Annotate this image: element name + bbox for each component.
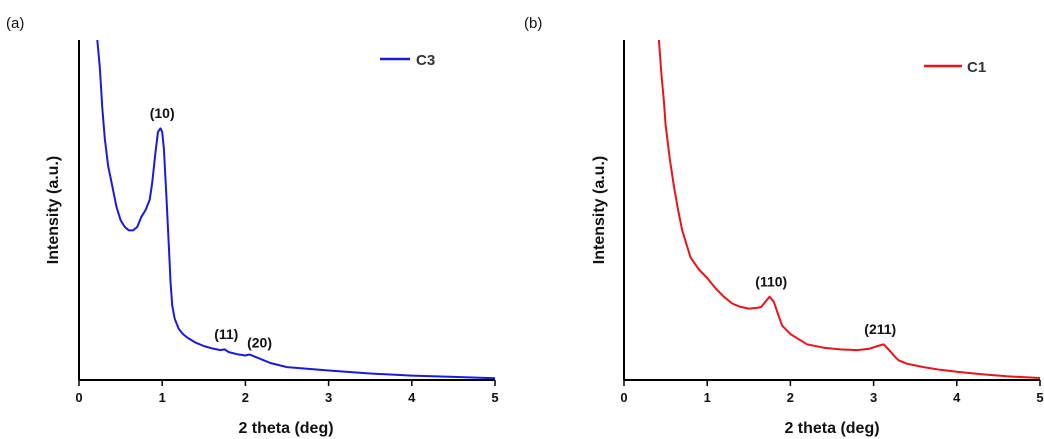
series-group <box>97 40 495 378</box>
legend-label: C1 <box>967 59 986 76</box>
x-tick-label: 4 <box>408 390 416 405</box>
legend-label: C3 <box>416 52 435 69</box>
panel-b: (b) 0 1 2 3 4 5 2 theta (deg) Intensity (a.u.… <box>524 15 1044 437</box>
peak-label: (11) <box>214 326 238 342</box>
y-axis-title: Intensity (a.u.) <box>45 156 62 264</box>
peak-label: (10) <box>150 105 175 121</box>
x-tick-label: 5 <box>1036 390 1043 405</box>
series-line <box>97 40 495 378</box>
panel-a: (a) 0 1 2 3 4 5 2 theta (deg) Intensity (a.u.… <box>6 15 499 437</box>
legend: C1 <box>924 59 986 76</box>
x-tick-label: 1 <box>159 390 166 405</box>
x-tick-label: 2 <box>787 390 794 405</box>
y-axis-title: Intensity (a.u.) <box>591 156 608 264</box>
axes <box>79 40 495 380</box>
series-line <box>659 40 1040 378</box>
x-tick-label: 0 <box>620 390 627 405</box>
peak-label: (211) <box>864 321 896 337</box>
panel-label: (a) <box>6 15 24 32</box>
x-ticks: 0 1 2 3 4 5 <box>620 380 1043 405</box>
x-axis-title: 2 theta (deg) <box>784 420 879 437</box>
legend: C3 <box>380 52 435 69</box>
axes <box>624 40 1040 380</box>
peak-label: (110) <box>755 274 787 290</box>
series-group <box>659 40 1040 378</box>
x-tick-label: 2 <box>242 390 249 405</box>
panel-label: (b) <box>524 15 542 32</box>
x-ticks: 0 1 2 3 4 5 <box>75 380 498 405</box>
x-tick-label: 0 <box>75 390 82 405</box>
x-tick-label: 4 <box>953 390 961 405</box>
peak-label: (20) <box>247 335 272 351</box>
x-axis-title: 2 theta (deg) <box>238 420 333 437</box>
x-tick-label: 3 <box>870 390 877 405</box>
x-tick-label: 1 <box>704 390 711 405</box>
x-tick-label: 3 <box>325 390 332 405</box>
annotations: (110) (211) <box>755 274 896 338</box>
x-tick-label: 5 <box>491 390 498 405</box>
